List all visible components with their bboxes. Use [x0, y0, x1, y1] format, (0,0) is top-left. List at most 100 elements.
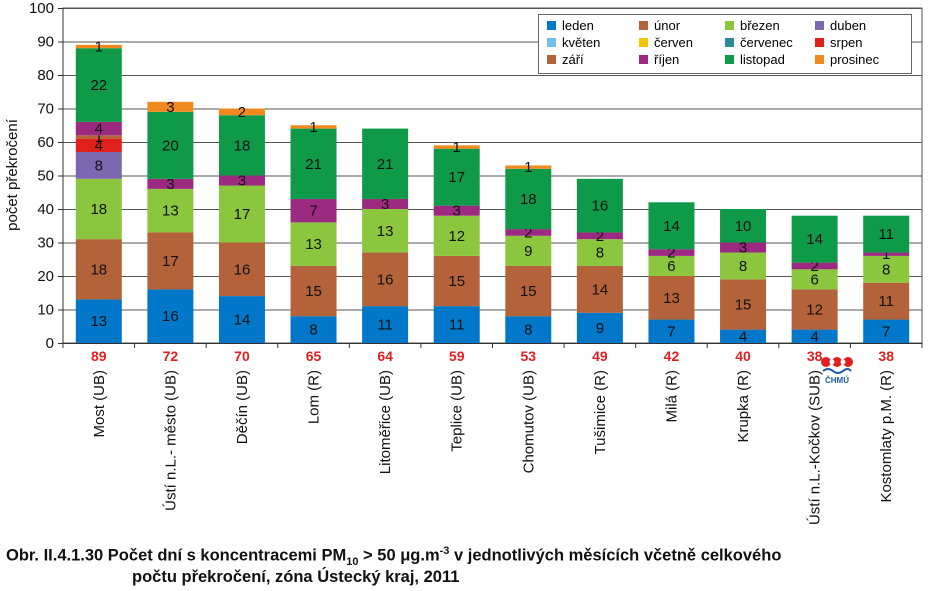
bar-segment-prosinec: [75, 44, 122, 49]
legend-label: březen: [740, 18, 780, 33]
bar-segment-únor: [75, 239, 122, 300]
legend-swatch: [547, 55, 556, 64]
legend-label: květen: [562, 35, 601, 50]
bar-segment-listopad: [290, 128, 337, 199]
x-tick-label: Milá (R): [663, 370, 680, 423]
bar-segment-říjen: [290, 198, 337, 223]
legend-item-duben: duben: [815, 18, 866, 33]
data-label: 21: [377, 156, 394, 173]
legend-swatch: [815, 55, 824, 64]
x-tick-label: Kostomlaty p.M. (R): [878, 370, 895, 503]
bar-segment-únor: [290, 265, 337, 317]
total-label: 59: [449, 348, 465, 364]
data-label: 1: [309, 119, 317, 136]
data-label: 3: [453, 203, 461, 220]
total-label: 64: [377, 348, 393, 364]
data-label: 8: [95, 157, 103, 174]
bar-segment-únor: [433, 255, 480, 307]
data-label: 17: [162, 253, 179, 270]
bar-segment-leden: [791, 329, 838, 343]
legend-item-prosinec: prosinec: [815, 52, 879, 67]
bar-segment-listopad: [147, 111, 194, 179]
bar-segment-prosinec: [505, 165, 552, 169]
data-label: 3: [166, 176, 174, 193]
data-label: 12: [806, 302, 823, 319]
total-label: 89: [91, 348, 107, 364]
bar-segment-únor: [218, 242, 265, 297]
data-label: 4: [739, 328, 747, 345]
data-label: 8: [739, 258, 747, 275]
data-label: 9: [524, 243, 532, 260]
data-label: 7: [667, 323, 675, 340]
bar-segment-listopad: [218, 115, 265, 176]
data-label: 15: [305, 283, 322, 300]
data-label: 11: [878, 226, 894, 243]
legend: leden únor březen duben květen červen červenec…: [538, 14, 912, 74]
data-label: 6: [667, 258, 675, 275]
legend-item-srpen: srpen: [815, 35, 863, 50]
bar-segment-březen: [648, 255, 695, 276]
bar-segment-říjen: [362, 198, 409, 209]
bar-segment-říjen: [433, 205, 480, 216]
axes: [62, 8, 923, 348]
legend-label: leden: [562, 18, 594, 33]
y-tick-label: 60: [37, 134, 54, 151]
x-tick-label: Teplice (UB): [449, 370, 466, 452]
data-label: 22: [90, 77, 107, 94]
total-label: 40: [735, 348, 751, 364]
data-label: 4: [95, 121, 103, 138]
bar-segment-leden: [648, 319, 695, 343]
bar-segment-leden: [505, 316, 552, 343]
data-label: 2: [596, 228, 604, 245]
data-label: 3: [238, 173, 246, 190]
data-label: 13: [305, 236, 322, 253]
data-label: 1: [95, 39, 103, 56]
bar-segment-únor: [576, 265, 623, 313]
y-tick-labels: 0 10 20 30 40 50 60 70 80 90 100: [29, 0, 54, 352]
x-tick-label: Krupka (R): [735, 370, 752, 443]
data-label: 10: [735, 218, 752, 235]
data-label: 3: [739, 240, 747, 257]
data-label: 2: [524, 224, 532, 241]
x-tick-labels: Most (UB) Ústí n.L.- město (UB) Děčín (UB)…: [91, 370, 895, 525]
data-label: 2: [238, 104, 246, 121]
data-label: 14: [234, 312, 251, 329]
y-tick-label: 10: [37, 302, 54, 319]
data-label: 3: [166, 99, 174, 116]
bar-segment-říjen: [147, 178, 194, 189]
data-label: 18: [90, 261, 107, 278]
bar-segment-listopad: [505, 168, 552, 230]
data-label: 14: [592, 281, 609, 298]
data-label: 8: [309, 322, 317, 339]
data-label: 18: [234, 137, 251, 154]
total-label: 38: [807, 348, 823, 364]
legend-item-únor: únor: [639, 18, 680, 33]
bar-segment-listopad: [791, 215, 838, 263]
chmu-logo: ČHMÚ: [820, 355, 854, 385]
y-tick-label: 40: [37, 201, 54, 218]
caption-line-1: Obr. II.4.1.30 Počet dní s koncentracemi…: [6, 545, 782, 568]
data-label: 3: [381, 196, 389, 213]
bar-segment-srpen: [75, 138, 122, 153]
bar-segment-leden: [863, 319, 910, 343]
bar-segment-prosinec: [433, 145, 480, 149]
total-label: 72: [163, 348, 179, 364]
legend-swatch: [639, 55, 648, 64]
bar-segment-únor: [362, 252, 409, 307]
data-label: 9: [596, 320, 604, 337]
bar-segment-březen: [791, 269, 838, 290]
x-tick-label: Ústí n.L.- město (UB): [162, 370, 179, 511]
bars: 1318188414221161713320314161731828151372…: [75, 39, 910, 345]
legend-label: duben: [830, 18, 867, 33]
data-label: 1: [524, 159, 532, 176]
bar-segment-září: [75, 135, 122, 139]
y-tick-label: 90: [37, 34, 54, 51]
total-label: 38: [878, 348, 894, 364]
bar-segment-březen: [75, 178, 122, 240]
bar-segment-březen: [290, 222, 337, 266]
data-label: 1: [453, 139, 461, 156]
data-label: 15: [735, 296, 752, 313]
data-label: 20: [162, 137, 179, 154]
legend-swatch: [547, 38, 556, 47]
bar-segment-říjen: [576, 232, 623, 240]
